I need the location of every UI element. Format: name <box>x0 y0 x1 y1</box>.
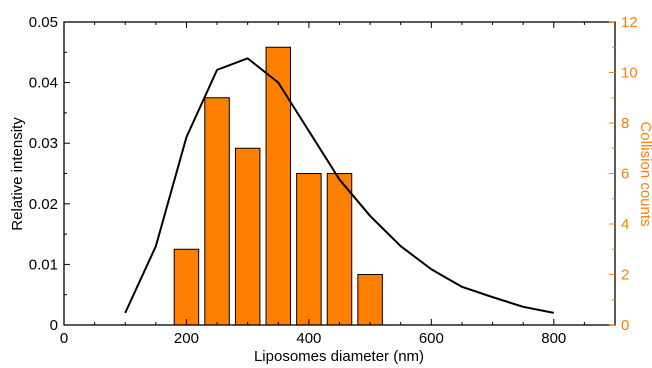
x-tick-label: 400 <box>296 330 321 347</box>
x-tick-label: 200 <box>174 330 199 347</box>
bar <box>326 173 353 326</box>
x-axis: 0 200 400 600 800 <box>60 22 616 347</box>
bar <box>265 46 292 326</box>
bar <box>204 97 230 326</box>
y-axis-left-title: Relative intensity <box>9 117 26 231</box>
y-left-tick-label: 0.02 <box>29 196 58 213</box>
intensity-line <box>124 57 554 314</box>
y-right-tick-label: 10 <box>621 65 638 82</box>
y-left-tick-label: 0 <box>50 317 58 334</box>
bar <box>234 147 261 326</box>
y-axis-left: 0 0.01 0.02 0.03 0.04 0.05 <box>29 14 70 334</box>
y-right-tick-label: 0 <box>621 317 629 334</box>
y-right-tick-label: 6 <box>621 166 629 183</box>
y-axis-right-title: Collision counts <box>637 121 652 226</box>
bar <box>296 173 322 326</box>
y-left-tick-label: 0.05 <box>29 14 58 31</box>
y-right-tick-label: 12 <box>621 14 638 31</box>
y-left-tick-label: 0.01 <box>29 256 58 273</box>
bar-series-collision-counts <box>173 46 383 326</box>
y-left-tick-label: 0.03 <box>29 135 58 152</box>
x-tick-label: 800 <box>541 330 566 347</box>
y-right-tick-label: 2 <box>621 267 629 284</box>
line-series-relative-intensity <box>124 57 554 314</box>
x-tick-label: 0 <box>60 330 68 347</box>
y-right-tick-label: 8 <box>621 115 629 132</box>
x-axis-title: Liposomes diameter (nm) <box>254 348 424 365</box>
bar <box>173 248 200 326</box>
y-left-tick-label: 0.04 <box>29 75 58 92</box>
y-right-tick-label: 4 <box>621 216 629 233</box>
x-tick-label: 600 <box>419 330 444 347</box>
y-axis-right: 0 2 4 6 8 10 12 <box>609 14 638 334</box>
bar <box>357 274 383 326</box>
